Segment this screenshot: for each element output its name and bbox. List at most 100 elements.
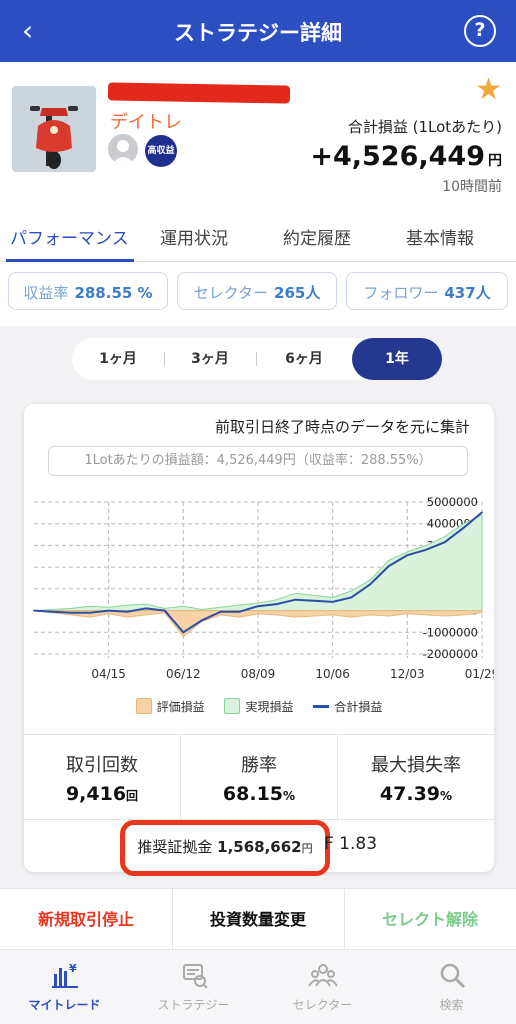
follower-count-pill[interactable]: フォロワー 437人: [346, 272, 508, 310]
help-icon[interactable]: ?: [464, 15, 496, 47]
x-tick-label: 04/15: [91, 667, 126, 681]
top-bar: ‹ ストラテジー詳細 ?: [0, 0, 516, 62]
favorite-star-icon[interactable]: ★: [475, 72, 502, 107]
svg-text:¥: ¥: [69, 962, 77, 975]
y-tick-label: -1000000: [423, 625, 478, 639]
nav-label: セレクター: [292, 998, 353, 1012]
total-point: [294, 598, 297, 601]
period-3months[interactable]: 3ヶ月: [191, 351, 229, 367]
nav-my-trade[interactable]: ¥ マイトレード: [0, 960, 129, 1013]
back-icon[interactable]: ‹: [22, 14, 34, 47]
metric-label: 取引回数: [66, 755, 138, 776]
metric-number: 9,416: [65, 783, 127, 805]
nav-search[interactable]: 検索: [387, 960, 516, 1013]
metrics-row: 取引回数 9,416回 勝率 68.15% 最大損失率 47.39%: [24, 734, 494, 821]
total-pl-value: +4,526,449 円: [310, 141, 502, 172]
total-point: [163, 609, 166, 612]
nav-label: マイトレード: [28, 998, 101, 1012]
return-rate-label: 収益率: [23, 284, 69, 302]
search-icon: [440, 963, 465, 989]
total-pl-number: +4,526,449: [310, 141, 485, 172]
margin-row: 推奨証拠金 1,568,662円 F 1.83: [24, 820, 494, 876]
unselect-button[interactable]: セレクト解除: [381, 910, 478, 929]
action-bar: 新規取引停止 投資数量変更 セレクト解除: [0, 888, 516, 951]
tab-operation-status[interactable]: 運用状況: [160, 229, 228, 249]
series-realized-area: [33, 514, 483, 612]
return-rate-value: 288.55 %: [74, 284, 153, 302]
active-tab-indicator: [6, 259, 134, 262]
metric-win-rate: 勝率 68.15%: [181, 735, 337, 821]
nav-selector[interactable]: セレクター: [258, 960, 387, 1013]
stats-row: 収益率 288.55 % セレクター 265人 フォロワー 437人: [0, 262, 516, 326]
chart-legend: 評価損益 実現損益 合計損益: [24, 698, 494, 715]
total-point: [387, 565, 390, 567]
x-tick-label: 01/29: [465, 667, 494, 681]
tab-execution-history[interactable]: 約定履歴: [283, 229, 351, 249]
period-1year[interactable]: 1年: [352, 338, 442, 380]
period-1month[interactable]: 1ヶ月: [99, 351, 137, 367]
performance-card: 前取引日終了時点のデータを元に集計 1Lotあたりの損益額：4,526,449円…: [24, 404, 494, 876]
legend-swatch: [313, 705, 330, 708]
selector-count-value: 265人: [274, 284, 321, 302]
x-tick-label: 06/12: [166, 667, 201, 681]
y-tick-label: 5000000: [427, 495, 478, 509]
strategy-profile: デイトレ 高収益 ★ 合計損益 (1Lotあたり) +4,526,449 円 10…: [0, 62, 516, 204]
margin-unit: 円: [301, 842, 313, 855]
high-return-badge: 高収益: [145, 135, 177, 167]
action-divider: [172, 889, 173, 951]
tab-performance[interactable]: パフォーマンス: [10, 229, 129, 249]
total-point: [313, 600, 315, 602]
legend-unrealized: 評価損益: [135, 698, 205, 714]
selector-count-pill[interactable]: セレクター 265人: [177, 272, 337, 310]
metric-divider: [337, 735, 338, 821]
nav-label: ストラテジー: [157, 998, 230, 1012]
follower-count-label: フォロワー: [363, 284, 439, 302]
user-avatar-icon[interactable]: [108, 134, 138, 164]
metric-divider: [180, 735, 181, 821]
margin-label: 推奨証拠金: [137, 838, 213, 856]
metric-value: 47.39%: [338, 783, 494, 805]
nav-label: 検索: [439, 998, 464, 1012]
strategy-type: デイトレ: [110, 112, 182, 133]
pl-chart: 500000040000003000000200000010000000-100…: [33, 495, 494, 681]
metric-label: 勝率: [241, 755, 277, 776]
legend-realized: 実現損益: [224, 698, 294, 714]
total-point: [238, 610, 241, 613]
total-point: [182, 631, 185, 634]
total-point: [89, 611, 91, 614]
y-tick-label: -2000000: [423, 647, 478, 661]
total-point: [406, 554, 409, 556]
total-point: [219, 610, 222, 613]
tab-basic-info[interactable]: 基本情報: [406, 229, 474, 249]
selector-count-label: セレクター: [193, 284, 269, 302]
nav-strategy[interactable]: ストラテジー: [129, 960, 258, 1013]
total-point: [201, 619, 203, 622]
metric-unit: 回: [126, 789, 139, 803]
x-tick-label: 10/06: [315, 667, 350, 681]
legend-swatch: [224, 698, 241, 714]
aggregation-note: 前取引日終了時点のデータを元に集計: [214, 418, 470, 436]
profit-factor: F 1.83: [324, 834, 378, 854]
legend-total: 合計損益: [313, 700, 382, 714]
period-6months[interactable]: 6ヶ月: [285, 351, 323, 367]
metric-value: 9,416回: [24, 783, 180, 805]
legend-label: 合計損益: [334, 700, 383, 714]
total-point: [275, 603, 278, 605]
legend-label: 評価損益: [156, 700, 205, 714]
metric-number: 47.39: [379, 783, 441, 805]
action-divider: [344, 889, 345, 951]
stop-new-trades-button[interactable]: 新規取引停止: [37, 910, 134, 929]
my-trade-icon: ¥: [51, 962, 78, 988]
metric-trade-count: 取引回数 9,416回: [24, 735, 180, 821]
x-tick-label: 08/09: [241, 667, 276, 681]
legend-swatch: [135, 698, 152, 714]
total-pl-unit: 円: [488, 153, 502, 169]
period-separator: [256, 352, 257, 366]
change-quantity-button[interactable]: 投資数量変更: [209, 910, 306, 929]
legend-label: 実現損益: [245, 700, 294, 714]
metric-value: 68.15%: [181, 783, 337, 805]
total-point: [331, 601, 334, 603]
total-point: [425, 549, 427, 551]
total-point: [369, 583, 371, 586]
total-point: [350, 596, 353, 599]
